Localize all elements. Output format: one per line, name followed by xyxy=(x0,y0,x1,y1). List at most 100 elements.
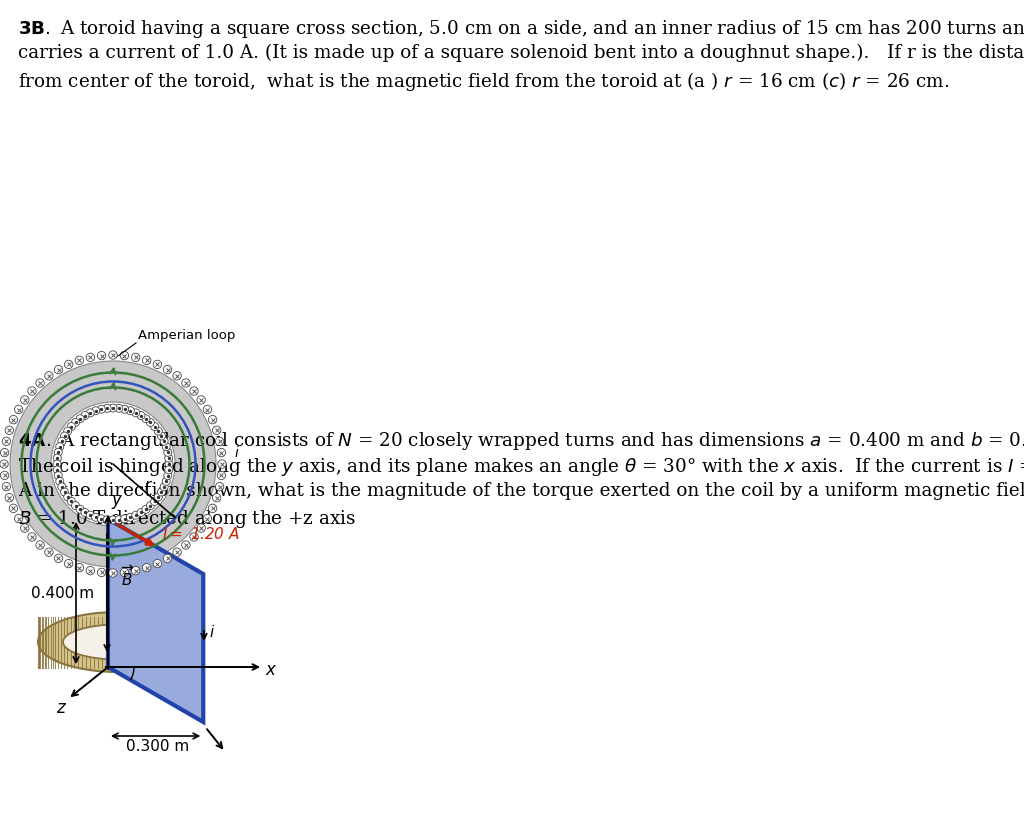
Text: Amperian loop: Amperian loop xyxy=(138,328,236,342)
Circle shape xyxy=(92,514,99,522)
Circle shape xyxy=(60,433,69,441)
Circle shape xyxy=(20,396,29,404)
Circle shape xyxy=(72,419,80,427)
Circle shape xyxy=(163,366,172,375)
Circle shape xyxy=(189,533,199,542)
Circle shape xyxy=(86,409,94,418)
Circle shape xyxy=(86,354,94,362)
Circle shape xyxy=(109,404,117,413)
Circle shape xyxy=(132,512,140,519)
Circle shape xyxy=(197,524,206,533)
Circle shape xyxy=(121,406,129,414)
Circle shape xyxy=(120,568,129,577)
Circle shape xyxy=(160,483,168,491)
Circle shape xyxy=(97,406,105,414)
Circle shape xyxy=(142,505,150,514)
Circle shape xyxy=(197,396,206,404)
Text: $x$: $x$ xyxy=(265,660,278,678)
Circle shape xyxy=(53,466,61,474)
Circle shape xyxy=(0,449,9,457)
Circle shape xyxy=(75,564,84,572)
Circle shape xyxy=(215,437,224,446)
Circle shape xyxy=(2,437,10,446)
Circle shape xyxy=(63,494,72,501)
Circle shape xyxy=(76,505,84,514)
Circle shape xyxy=(109,516,117,524)
Circle shape xyxy=(86,512,94,519)
Circle shape xyxy=(53,455,61,462)
Text: $y$: $y$ xyxy=(111,492,124,510)
Circle shape xyxy=(97,568,105,577)
Circle shape xyxy=(109,569,117,577)
Circle shape xyxy=(137,509,145,517)
Circle shape xyxy=(5,427,13,435)
Circle shape xyxy=(45,372,53,380)
Circle shape xyxy=(36,541,44,549)
Circle shape xyxy=(5,494,13,502)
Circle shape xyxy=(2,483,10,491)
Circle shape xyxy=(51,403,175,526)
Text: from center of the toroid,  what is the magnetic field from the toroid at (a ) $: from center of the toroid, what is the m… xyxy=(18,70,949,93)
Circle shape xyxy=(142,415,150,423)
Text: 0.300 m: 0.300 m xyxy=(126,739,189,753)
Circle shape xyxy=(115,405,123,413)
Circle shape xyxy=(36,380,44,388)
Text: carries a current of 1.0 A. (It is made up of a square solenoid bent into a doug: carries a current of 1.0 A. (It is made … xyxy=(18,44,1024,62)
Circle shape xyxy=(55,443,63,452)
Text: $30.0°$: $30.0°$ xyxy=(130,667,170,684)
Circle shape xyxy=(203,406,212,414)
Circle shape xyxy=(146,502,155,510)
Circle shape xyxy=(14,406,23,414)
Circle shape xyxy=(212,427,221,435)
Text: $\overrightarrow{B}$: $\overrightarrow{B}$ xyxy=(121,564,135,588)
Circle shape xyxy=(126,514,134,522)
Circle shape xyxy=(162,478,170,485)
Text: The coil is hinged along the $y$ axis, and its plane makes an angle $\theta$ = 3: The coil is hinged along the $y$ axis, a… xyxy=(18,456,1024,477)
Text: $i$: $i$ xyxy=(209,624,215,639)
Circle shape xyxy=(9,504,17,513)
Circle shape xyxy=(165,466,173,474)
Circle shape xyxy=(155,494,163,501)
Circle shape xyxy=(14,514,23,523)
Circle shape xyxy=(54,555,62,563)
Text: $i$: $i$ xyxy=(234,444,240,460)
Circle shape xyxy=(164,449,172,457)
Ellipse shape xyxy=(63,624,173,660)
Text: $\mathbf{4A}$$.$ A rectangular coil consists of $N$ = 20 closely wrapped turns a: $\mathbf{4A}$$.$ A rectangular coil cons… xyxy=(18,429,1024,452)
Circle shape xyxy=(76,415,84,423)
Text: $z$: $z$ xyxy=(56,698,68,716)
Circle shape xyxy=(60,489,69,496)
Ellipse shape xyxy=(38,612,198,672)
Circle shape xyxy=(203,514,212,523)
Circle shape xyxy=(154,560,162,568)
Circle shape xyxy=(131,566,140,575)
Circle shape xyxy=(68,498,76,506)
Circle shape xyxy=(137,412,145,420)
Circle shape xyxy=(132,409,140,418)
Circle shape xyxy=(97,515,105,523)
Circle shape xyxy=(165,455,173,462)
Circle shape xyxy=(181,541,190,549)
Circle shape xyxy=(164,472,172,480)
Circle shape xyxy=(218,461,226,469)
Circle shape xyxy=(54,366,62,375)
Circle shape xyxy=(162,443,170,452)
Circle shape xyxy=(65,361,73,369)
Text: A in the direction shown, what is the magnitude of the torque exerted on the coi: A in the direction shown, what is the ma… xyxy=(18,481,1024,500)
Circle shape xyxy=(63,428,72,436)
Circle shape xyxy=(68,423,76,431)
Circle shape xyxy=(28,533,36,542)
Polygon shape xyxy=(108,519,203,722)
Circle shape xyxy=(121,515,129,523)
Text: $r$: $r$ xyxy=(144,477,154,492)
Text: $\mathbf{3B}$$.$ A toroid having a square cross section, 5.0 cm on a side, and a: $\mathbf{3B}$$.$ A toroid having a squar… xyxy=(18,18,1024,40)
Circle shape xyxy=(155,428,163,436)
Text: $I=$ 1.20 A: $I=$ 1.20 A xyxy=(162,525,240,541)
Circle shape xyxy=(165,461,173,468)
Circle shape xyxy=(142,356,151,365)
Circle shape xyxy=(160,437,168,446)
Circle shape xyxy=(189,387,199,396)
Text: $B$ = 1.0 T directed along the +z axis: $B$ = 1.0 T directed along the +z axis xyxy=(18,508,356,529)
Circle shape xyxy=(163,555,172,563)
Circle shape xyxy=(10,361,216,567)
